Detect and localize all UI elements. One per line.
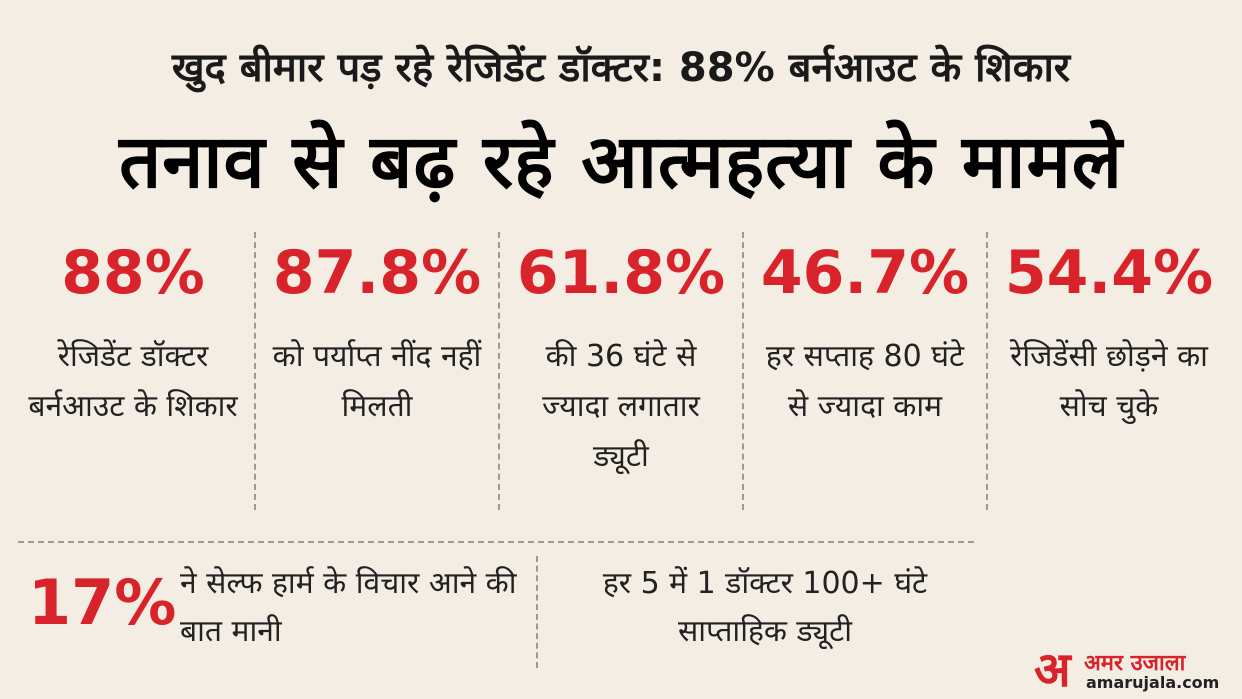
headline: तनाव से बढ़ रहे आत्महत्या के मामले <box>119 119 1123 205</box>
title: खुद बीमार पड़ रहे रेजिडेंट डॉक्टर: 88% ब… <box>171 45 1071 91</box>
logo-mark-icon: अ <box>1034 642 1071 698</box>
stat-value: 61.8% <box>516 238 726 308</box>
stats-row: 88% रेजिडेंट डॉक्टर बर्नआउट के शिकार 87.… <box>12 232 1230 510</box>
stat-label: रेजिडेंट डॉक्टर बर्नआउट के शिकार <box>28 339 238 424</box>
stat-80h-week: 46.7% हर सप्ताह 80 घंटे से ज्यादा काम <box>744 232 988 510</box>
stat-label: की 36 घंटे से ज्यादा लगातार ड्यूटी <box>542 339 700 474</box>
stat-value: 88% <box>61 238 205 308</box>
stat-quit-residency: 54.4% रेजिडेंसी छोड़ने का सोच चुके <box>988 232 1230 510</box>
stat-value: 87.8% <box>272 238 482 308</box>
logo-url: amarujala.com <box>1086 673 1220 692</box>
stat-36h-duty: 61.8% की 36 घंटे से ज्यादा लगातार ड्यूटी <box>500 232 744 510</box>
weekly-duty-fact: हर 5 में 1 डॉक्टर 100+ घंटे साप्ताहिक ड्… <box>602 566 928 649</box>
amar-ujala-logo: अ अमर उजाला amarujala.com <box>1034 645 1234 695</box>
self-harm-label: ने सेल्फ हार्म के विचार आने की बात मानी <box>180 566 517 649</box>
logo-name: अमर उजाला <box>1084 651 1186 676</box>
stat-label: को पर्याप्त नींद नहीं मिलती <box>272 339 482 424</box>
stat-burnout: 88% रेजिडेंट डॉक्टर बर्नआउट के शिकार <box>12 232 256 510</box>
stat-label: रेजिडेंसी छोड़ने का सोच चुके <box>1010 339 1208 424</box>
horizontal-divider <box>18 541 974 543</box>
stat-value: 46.7% <box>760 238 970 308</box>
stat-label: हर सप्ताह 80 घंटे से ज्यादा काम <box>765 339 965 424</box>
self-harm-value: 17% <box>28 566 177 639</box>
stat-sleep: 87.8% को पर्याप्त नींद नहीं मिलती <box>256 232 500 510</box>
vertical-divider <box>536 556 538 668</box>
stat-value: 54.4% <box>1004 238 1214 308</box>
